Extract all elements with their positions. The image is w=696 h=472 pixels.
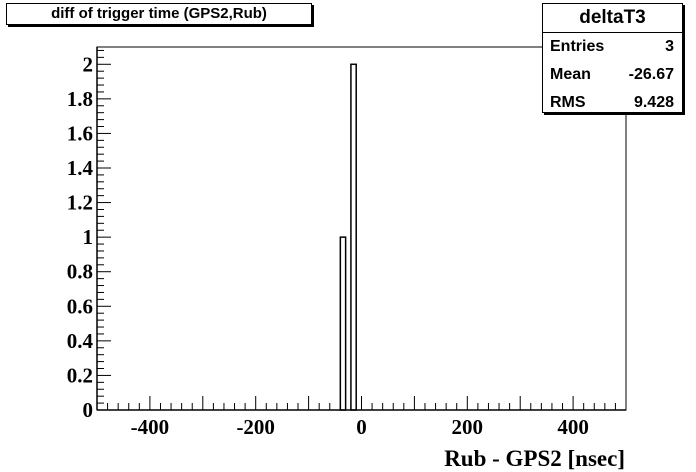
y-tick-label: 1.4 [67,156,94,180]
stats-name: deltaT3 [543,4,682,33]
stats-row-entries: Entries 3 [543,33,682,61]
x-axis-label: Rub - GPS2 [nsec] [444,446,625,471]
histogram-bar [350,63,357,411]
x-tick-label: -200 [236,415,275,439]
y-tick-label: 0.4 [67,329,94,353]
stats-value: 3 [665,38,674,55]
y-tick-label: 0.2 [67,363,93,387]
stats-label: Mean [550,66,591,83]
stats-label: Entries [550,38,605,55]
x-tick-label: -400 [131,415,170,439]
y-tick-label: 1 [83,225,94,249]
stats-value: 9.428 [633,94,674,111]
histogram-title: diff of trigger time (GPS2,Rub) [6,3,312,25]
x-tick-label: 0 [356,415,367,439]
y-tick-label: 0.8 [67,260,93,284]
histogram-bar [339,236,347,411]
stats-box: deltaT3 Entries 3 Mean -26.67 RMS 9.428 [542,3,683,113]
x-tick-label: 400 [557,415,589,439]
y-tick-label: 0.6 [67,294,93,318]
stats-label: RMS [550,94,586,111]
stats-row-mean: Mean -26.67 [543,61,682,89]
x-tick-label: 200 [452,415,484,439]
y-tick-label: 1.2 [67,191,93,215]
stats-value: -26.67 [628,66,674,83]
y-tick-label: 0 [83,398,94,422]
y-tick-label: 1.8 [67,87,93,111]
stats-row-rms: RMS 9.428 [543,89,682,117]
y-tick-label: 2 [83,52,94,76]
y-tick-label: 1.6 [67,121,93,145]
